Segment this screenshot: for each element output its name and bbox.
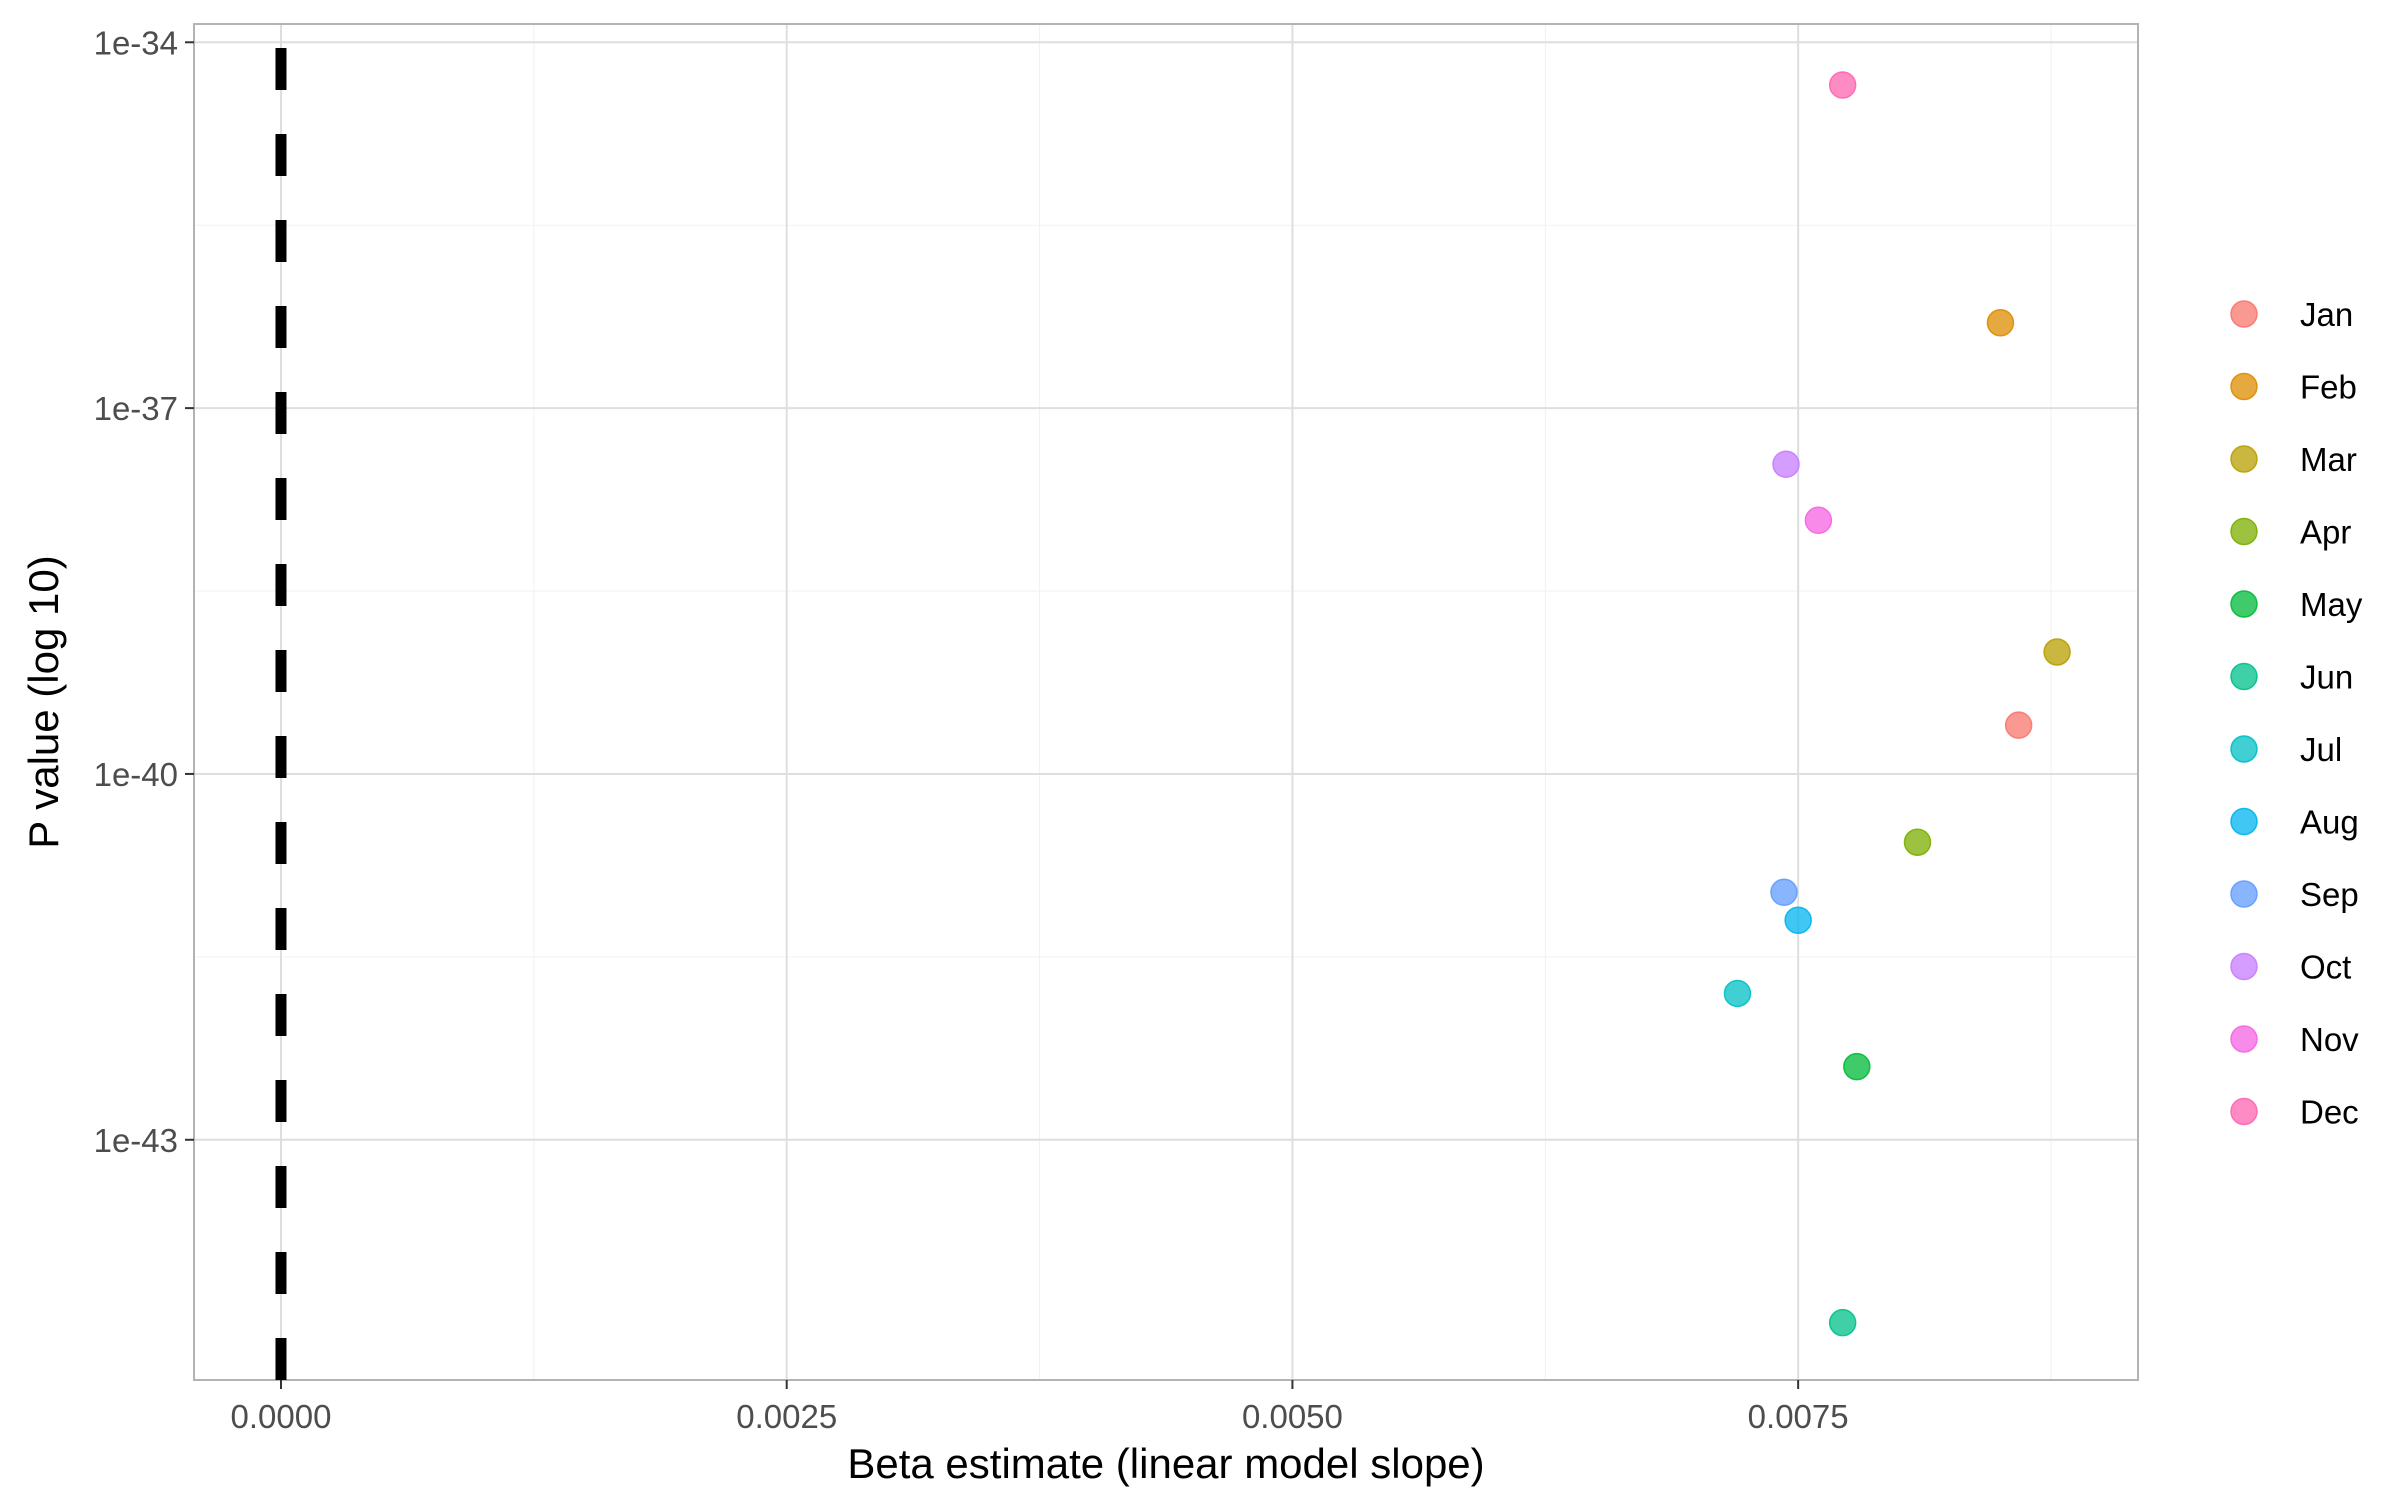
legend-label-may: May [2300, 586, 2363, 623]
point-mar [2043, 638, 2071, 666]
legend: Jan Feb Mar Apr May Jun Jul Aug Sep Oct Nov Dec [2230, 296, 2363, 1131]
legend-key-oct [2230, 952, 2258, 981]
legend-label-jun: Jun [2300, 659, 2353, 696]
point-dec [1828, 71, 1857, 99]
y-axis-title: P value (log 10) [20, 555, 67, 848]
legend-key-mar [2230, 445, 2258, 473]
legend-label-nov: Nov [2300, 1021, 2359, 1058]
x-tick-label: 0.0000 [231, 1398, 332, 1435]
y-tick-label: 1e-43 [94, 1122, 178, 1159]
legend-key-dec [2230, 1097, 2258, 1126]
legend-label-feb: Feb [2300, 369, 2357, 406]
x-tick-label: 0.0075 [1748, 1398, 1849, 1435]
point-jul [1723, 979, 1752, 1008]
point-feb [1986, 309, 2015, 337]
x-axis-title: Beta estimate (linear model slope) [847, 1440, 1484, 1487]
point-nov [1804, 506, 1833, 535]
legend-key-feb [2230, 372, 2258, 401]
legend-key-jun [2230, 662, 2258, 691]
point-jan [2004, 711, 2033, 739]
x-tick-label: 0.0050 [1242, 1398, 1343, 1435]
legend-key-jul [2230, 735, 2258, 763]
legend-label-oct: Oct [2300, 949, 2351, 986]
legend-key-apr [2230, 517, 2258, 546]
y-axis-ticks: 1e-34 1e-37 1e-40 1e-43 [94, 24, 194, 1159]
x-axis-ticks: 0.0000 0.0025 0.0050 0.0075 [231, 1380, 1849, 1435]
point-sep [1770, 878, 1798, 906]
point-aug [1784, 906, 1812, 935]
legend-key-nov [2230, 1025, 2258, 1053]
y-tick-label: 1e-34 [94, 24, 178, 61]
grid-layer [194, 24, 2138, 1380]
point-may [1843, 1052, 1871, 1081]
legend-label-apr: Apr [2300, 514, 2351, 551]
y-tick-label: 1e-40 [94, 756, 178, 793]
x-tick-label: 0.0025 [736, 1398, 837, 1435]
legend-label-sep: Sep [2300, 876, 2359, 913]
panel-border [193, 23, 2139, 1381]
legend-label-dec: Dec [2300, 1094, 2359, 1131]
legend-label-mar: Mar [2300, 441, 2357, 478]
point-oct [1772, 450, 1800, 478]
legend-label-jan: Jan [2300, 296, 2353, 333]
y-tick-label: 1e-37 [94, 390, 178, 427]
legend-key-jan [2230, 300, 2258, 328]
legend-key-may [2230, 590, 2258, 618]
legend-label-jul: Jul [2300, 731, 2342, 768]
points-layer [1723, 71, 2071, 1337]
legend-key-sep [2230, 880, 2258, 908]
legend-label-aug: Aug [2300, 804, 2359, 841]
point-apr [1903, 828, 1932, 856]
legend-key-aug [2230, 807, 2258, 836]
point-jun [1828, 1308, 1857, 1337]
